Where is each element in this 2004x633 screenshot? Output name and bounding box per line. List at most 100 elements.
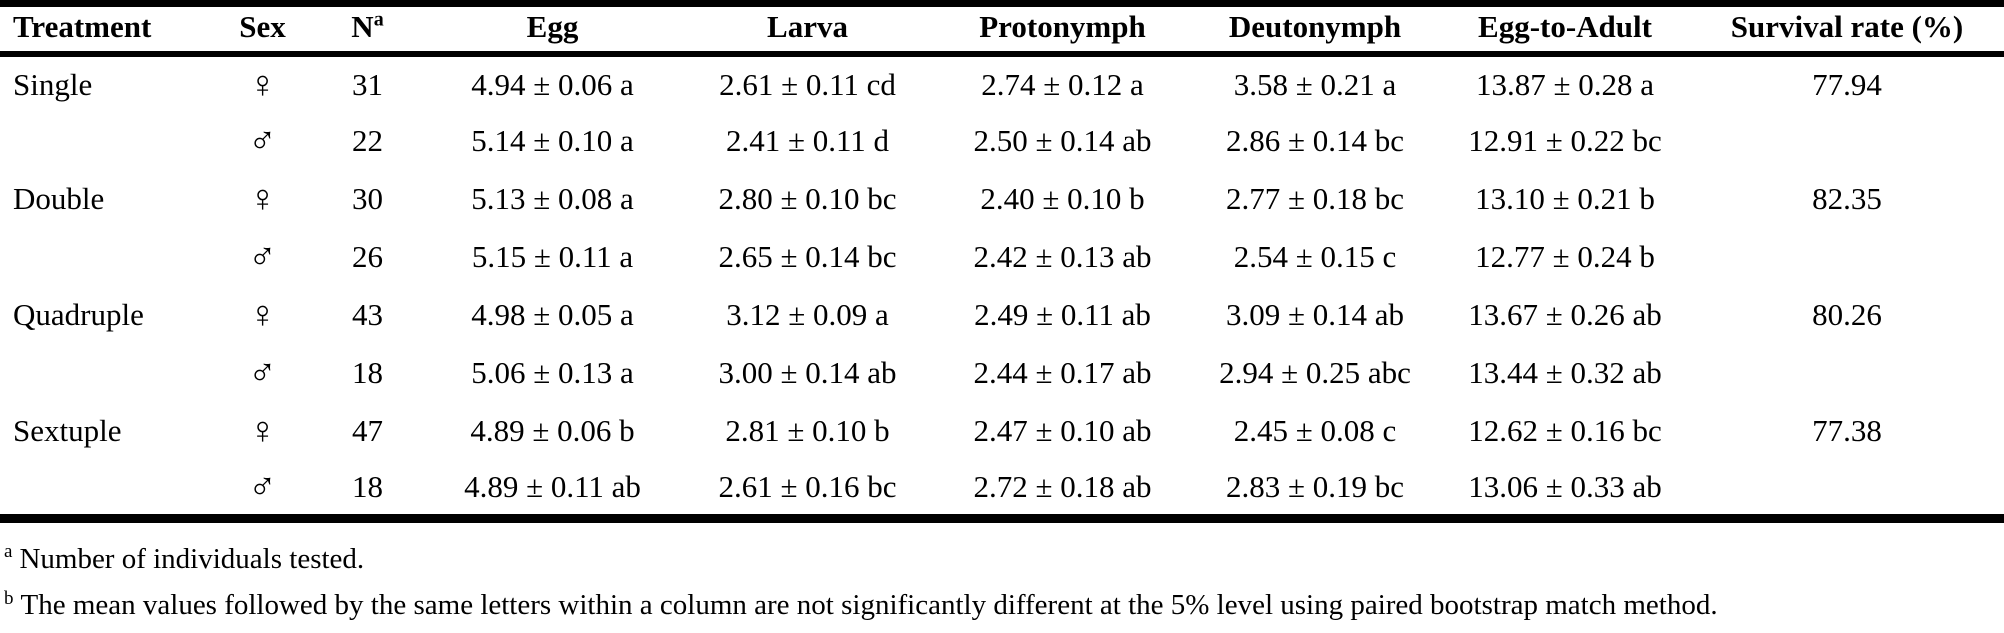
treatment-cell: Quadruple bbox=[13, 297, 144, 332]
header-egg-to-adult: Egg-to-Adult bbox=[1440, 3, 1690, 57]
deutonymph-cell: 2.83 ± 0.19 bc bbox=[1225, 468, 1405, 504]
n-cell: 18 bbox=[352, 468, 383, 504]
egg-to-adult-cell: 12.91 ± 0.22 bc bbox=[1468, 123, 1662, 158]
protonymph-cell: 2.47 ± 0.10 ab bbox=[973, 413, 1152, 448]
table-row: ♂ 26 5.15 ± 0.11 a 2.65 ± 0.14 bc 2.42 ±… bbox=[0, 228, 2004, 286]
footnotes: a Number of individuals tested. b The mean… bbox=[0, 523, 2004, 625]
egg-cell: 4.89 ± 0.06 b bbox=[470, 413, 635, 448]
protonymph-cell: 2.74 ± 0.12 a bbox=[981, 66, 1144, 102]
egg-to-adult-cell: 12.62 ± 0.16 bc bbox=[1468, 413, 1662, 448]
survival-rate-cell bbox=[1690, 460, 2004, 518]
egg-to-adult-cell: 13.10 ± 0.21 b bbox=[1475, 181, 1655, 216]
larva-cell: 2.61 ± 0.11 cd bbox=[719, 66, 896, 102]
survival-rate-cell: 77.94 bbox=[1812, 66, 1882, 102]
larva-cell: 2.65 ± 0.14 bc bbox=[718, 239, 897, 274]
male-symbol: ♂ bbox=[248, 120, 277, 162]
deutonymph-cell: 3.58 ± 0.21 a bbox=[1233, 66, 1397, 102]
treatment-cell bbox=[0, 344, 215, 402]
header-n-superscript: a bbox=[373, 8, 384, 31]
treatment-cell: Sextuple bbox=[13, 413, 122, 448]
larva-cell: 2.41 ± 0.11 d bbox=[725, 123, 890, 158]
header-egg: Egg bbox=[425, 3, 680, 57]
survival-rate-cell: 77.38 bbox=[1812, 413, 1882, 448]
larva-cell: 3.12 ± 0.09 a bbox=[726, 297, 889, 332]
developmental-duration-table: Treatment Sex Na Egg Larva Protonymph De… bbox=[0, 0, 2004, 523]
header-n-label: N bbox=[351, 9, 374, 44]
survival-rate-cell bbox=[1690, 228, 2004, 286]
treatment-cell bbox=[0, 228, 215, 286]
table-row: Quadruple ♀ 43 4.98 ± 0.05 a 3.12 ± 0.09… bbox=[0, 286, 2004, 344]
table-body: Single ♀ 31 4.94 ± 0.06 a 2.61 ± 0.11 cd… bbox=[0, 54, 2004, 518]
footnote-b: b The mean values followed by the same le… bbox=[4, 587, 2004, 625]
n-cell: 26 bbox=[352, 239, 383, 274]
egg-cell: 4.89 ± 0.11 ab bbox=[464, 468, 641, 504]
protonymph-cell: 2.42 ± 0.13 ab bbox=[973, 239, 1152, 274]
table-header: Treatment Sex Na Egg Larva Protonymph De… bbox=[0, 3, 2004, 57]
header-survival-rate: Survival rate (%) bbox=[1690, 3, 2004, 57]
footnote-b-text: The mean values followed by the same let… bbox=[20, 589, 1718, 622]
male-symbol: ♂ bbox=[248, 352, 277, 394]
female-symbol: ♀ bbox=[248, 410, 277, 452]
footnote-a-text: Number of individuals tested. bbox=[19, 542, 365, 575]
deutonymph-cell: 2.94 ± 0.25 abc bbox=[1219, 355, 1411, 390]
table-row: Double ♀ 30 5.13 ± 0.08 a 2.80 ± 0.10 bc… bbox=[0, 170, 2004, 228]
female-symbol: ♀ bbox=[248, 63, 277, 106]
egg-cell: 5.06 ± 0.13 a bbox=[471, 355, 634, 390]
header-sex: Sex bbox=[215, 3, 310, 57]
egg-to-adult-cell: 13.44 ± 0.32 ab bbox=[1468, 355, 1662, 390]
n-cell: 43 bbox=[352, 297, 383, 332]
protonymph-cell: 2.50 ± 0.14 ab bbox=[973, 123, 1152, 158]
larva-cell: 3.00 ± 0.14 ab bbox=[718, 355, 897, 390]
egg-cell: 5.14 ± 0.10 a bbox=[471, 123, 634, 158]
deutonymph-cell: 2.86 ± 0.14 bc bbox=[1225, 123, 1405, 158]
header-deutonymph: Deutonymph bbox=[1190, 3, 1440, 57]
egg-to-adult-cell: 13.87 ± 0.28 a bbox=[1475, 66, 1655, 102]
protonymph-cell: 2.40 ± 0.10 b bbox=[980, 181, 1145, 216]
table-row: ♂ 22 5.14 ± 0.10 a 2.41 ± 0.11 d 2.50 ± … bbox=[0, 112, 2004, 170]
protonymph-cell: 2.72 ± 0.18 ab bbox=[973, 468, 1152, 504]
male-symbol: ♂ bbox=[248, 465, 277, 508]
egg-cell: 4.98 ± 0.05 a bbox=[471, 297, 634, 332]
egg-to-adult-cell: 12.77 ± 0.24 b bbox=[1475, 239, 1655, 274]
larva-cell: 2.80 ± 0.10 bc bbox=[718, 181, 897, 216]
survival-rate-cell bbox=[1690, 344, 2004, 402]
header-n: Na bbox=[310, 3, 425, 57]
n-cell: 30 bbox=[352, 181, 383, 216]
table-row: Sextuple ♀ 47 4.89 ± 0.06 b 2.81 ± 0.10 … bbox=[0, 402, 2004, 460]
footnote-b-marker: b bbox=[4, 587, 14, 609]
female-symbol: ♀ bbox=[248, 178, 277, 220]
deutonymph-cell: 2.45 ± 0.08 c bbox=[1233, 413, 1397, 448]
treatment-cell: Single bbox=[13, 66, 93, 102]
deutonymph-cell: 2.77 ± 0.18 bc bbox=[1225, 181, 1405, 216]
header-larva: Larva bbox=[680, 3, 935, 57]
deutonymph-cell: 2.54 ± 0.15 c bbox=[1233, 239, 1397, 274]
table-row: ♂ 18 4.89 ± 0.11 ab 2.61 ± 0.16 bc 2.72 … bbox=[0, 460, 2004, 518]
survival-rate-cell: 82.35 bbox=[1812, 181, 1882, 216]
treatment-cell bbox=[0, 460, 215, 518]
larva-cell: 2.81 ± 0.10 b bbox=[725, 413, 890, 448]
header-protonymph: Protonymph bbox=[935, 3, 1190, 57]
egg-to-adult-cell: 13.67 ± 0.26 ab bbox=[1468, 297, 1662, 332]
footnote-a: a Number of individuals tested. bbox=[4, 541, 2004, 579]
survival-rate-cell: 80.26 bbox=[1812, 297, 1882, 332]
protonymph-cell: 2.44 ± 0.17 ab bbox=[973, 355, 1152, 390]
table-row: ♂ 18 5.06 ± 0.13 a 3.00 ± 0.14 ab 2.44 ±… bbox=[0, 344, 2004, 402]
male-symbol: ♂ bbox=[248, 236, 277, 278]
larva-cell: 2.61 ± 0.16 bc bbox=[718, 468, 897, 504]
female-symbol: ♀ bbox=[248, 294, 277, 336]
header-row: Treatment Sex Na Egg Larva Protonymph De… bbox=[0, 3, 2004, 57]
treatment-cell: Double bbox=[13, 181, 105, 216]
egg-cell: 4.94 ± 0.06 a bbox=[471, 66, 634, 102]
n-cell: 18 bbox=[352, 355, 383, 390]
n-cell: 22 bbox=[352, 123, 383, 158]
header-treatment: Treatment bbox=[0, 3, 215, 57]
footnote-a-marker: a bbox=[4, 540, 13, 562]
treatment-cell bbox=[0, 112, 215, 170]
egg-cell: 5.13 ± 0.08 a bbox=[471, 181, 634, 216]
egg-cell: 5.15 ± 0.11 a bbox=[471, 239, 634, 274]
table-row: Single ♀ 31 4.94 ± 0.06 a 2.61 ± 0.11 cd… bbox=[0, 54, 2004, 112]
n-cell: 47 bbox=[352, 413, 383, 448]
survival-rate-cell bbox=[1690, 112, 2004, 170]
egg-to-adult-cell: 13.06 ± 0.33 ab bbox=[1468, 468, 1662, 504]
